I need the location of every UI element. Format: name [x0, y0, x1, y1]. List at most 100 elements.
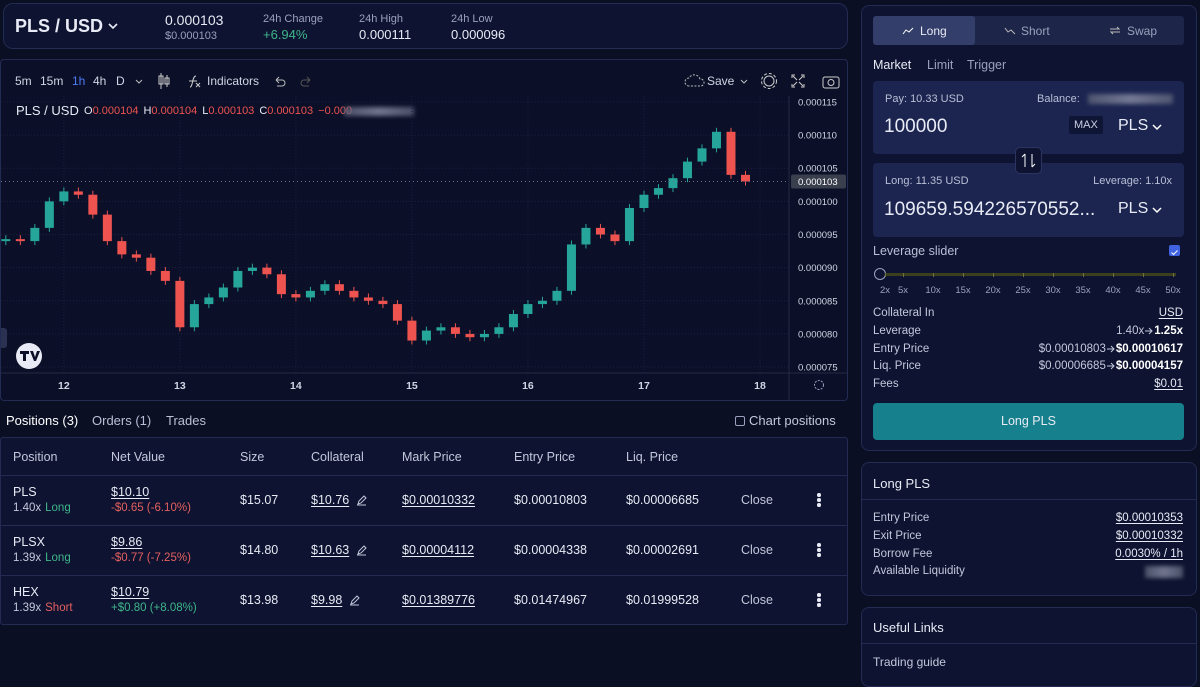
candle-body	[160, 270, 170, 281]
slider-checkbox[interactable]	[1169, 245, 1180, 256]
detail-label: Fees	[873, 378, 899, 391]
tab-swap[interactable]: Swap	[1127, 24, 1158, 38]
chevron[interactable]	[740, 79, 748, 85]
interval[interactable]: 1h	[72, 74, 86, 88]
slider-mark-label: 25x	[1015, 285, 1031, 296]
link[interactable]: Trading guide	[873, 655, 946, 669]
slider-mark	[1053, 273, 1054, 277]
info-value[interactable]: $0.00010353	[1115, 512, 1183, 524]
chevron[interactable]	[135, 79, 143, 85]
cloud-icon[interactable]	[684, 74, 706, 88]
collateral[interactable]: $9.98	[311, 593, 343, 607]
detail-value[interactable]: $0.01	[1154, 378, 1183, 391]
interval[interactable]: 4h	[93, 74, 107, 88]
pay-token[interactable]: PLS	[1118, 117, 1149, 134]
liq-price: $0.00002691	[626, 543, 699, 557]
positions-tab[interactable]: Trades	[166, 413, 206, 428]
positions-tab[interactable]: Orders (1)	[92, 413, 152, 428]
checkbox[interactable]	[735, 416, 745, 426]
candle-body	[537, 300, 547, 305]
candle-icon[interactable]	[157, 72, 171, 90]
candle-body	[73, 191, 83, 195]
detail-label: Collateral In	[873, 307, 935, 319]
net-value[interactable]: $10.79	[111, 585, 150, 599]
slider-mark	[1113, 273, 1114, 277]
net-value[interactable]: $9.86	[111, 535, 143, 549]
edit-icon[interactable]	[356, 495, 367, 506]
submit-button[interactable]: Long PLS	[873, 403, 1184, 440]
edit-shape	[350, 595, 360, 606]
detail-value[interactable]: USD	[1158, 307, 1183, 319]
pay-label: Pay: 10.33 USD	[885, 93, 964, 105]
slider-track[interactable]	[879, 273, 1176, 276]
save-button[interactable]: Save	[707, 74, 735, 88]
indicators-button[interactable]: Indicators	[207, 74, 260, 88]
divider	[862, 499, 1196, 500]
switch-button[interactable]	[1015, 147, 1042, 174]
interval[interactable]: 5m	[15, 74, 32, 88]
y-tick-label: 0.000095	[798, 230, 838, 241]
info-value[interactable]: $0.00010332	[1115, 529, 1183, 542]
slider-label: Leverage slider	[873, 244, 959, 258]
y-tick-label: 0.000110	[798, 131, 837, 142]
close-button[interactable]: Close	[741, 593, 773, 607]
edit-icon[interactable]	[356, 545, 367, 556]
chart-actions[interactable]	[760, 72, 840, 90]
page: PLS / USD 0.000103 $0.000103 24h Change …	[0, 3, 1197, 687]
order-type[interactable]: Trigger	[967, 58, 1007, 72]
row-divider	[1, 575, 847, 576]
candle-body	[15, 239, 25, 242]
candle-body	[131, 254, 141, 258]
y-tick-label: 0.000115	[798, 97, 837, 108]
pnl: -$0.65 (-6.10%)	[111, 502, 191, 514]
indicator-icon[interactable]	[187, 74, 201, 88]
menu-button[interactable]	[817, 593, 821, 607]
close-button[interactable]: Close	[741, 543, 773, 557]
chart-positions-label[interactable]: Chart positions	[749, 413, 836, 428]
y-tick-label: 0.000090	[798, 263, 838, 274]
candle-body	[682, 161, 692, 179]
side-handle[interactable]	[1, 328, 7, 348]
active-tab	[873, 16, 975, 45]
collateral[interactable]: $10.63	[311, 543, 350, 557]
chart-symbol: PLS / USD	[16, 103, 79, 118]
receive-label: Long: 11.35 USD	[885, 175, 969, 187]
chevron	[1152, 124, 1162, 131]
market-title: Long PLS	[873, 476, 931, 491]
leverage-label: Leverage: 1.10x	[1093, 175, 1172, 187]
entry-price: $0.00004338	[514, 543, 587, 557]
order-type[interactable]: Limit	[927, 58, 954, 72]
undo-redo[interactable]	[273, 75, 313, 87]
close-button[interactable]: Close	[741, 493, 773, 507]
mark-price: $0.00004112	[402, 543, 475, 557]
info-value[interactable]: 0.0030% / 1h	[1115, 547, 1183, 560]
positions-tab[interactable]: Positions (3)	[6, 413, 79, 428]
collateral[interactable]: $10.76	[311, 493, 350, 507]
order-type[interactable]: Market	[873, 58, 912, 72]
entry-price: $0.01474967	[514, 593, 587, 607]
menu-button[interactable]	[817, 493, 821, 507]
pay-amount[interactable]: 100000	[884, 116, 948, 137]
x-tick-label: 17	[638, 380, 650, 392]
receive-token[interactable]: PLS	[1118, 200, 1149, 217]
dot	[817, 548, 821, 552]
menu-button[interactable]	[817, 543, 821, 557]
candle-body	[653, 188, 663, 195]
candle-body	[479, 333, 489, 338]
interval[interactable]: 15m	[40, 74, 64, 88]
receive-box: Long: 11.35 USD Leverage: 1.10x 109659.5…	[873, 163, 1184, 237]
candle-body	[624, 207, 634, 242]
column-header: Position	[13, 450, 58, 464]
net-value[interactable]: $10.10	[111, 485, 150, 499]
tab-long[interactable]: Long	[920, 24, 947, 38]
tab-short[interactable]: Short	[1021, 24, 1050, 38]
interval[interactable]: D	[116, 74, 125, 88]
side: Long	[45, 502, 71, 514]
column-header: Net Value	[111, 450, 165, 464]
candle-body	[508, 314, 518, 328]
slider-mark	[903, 273, 904, 277]
pair-selector[interactable]: PLS / USD	[15, 16, 104, 36]
edit-icon[interactable]	[349, 595, 360, 606]
max-button[interactable]: MAX	[1069, 116, 1103, 134]
x-tick-label: 14	[290, 380, 302, 392]
